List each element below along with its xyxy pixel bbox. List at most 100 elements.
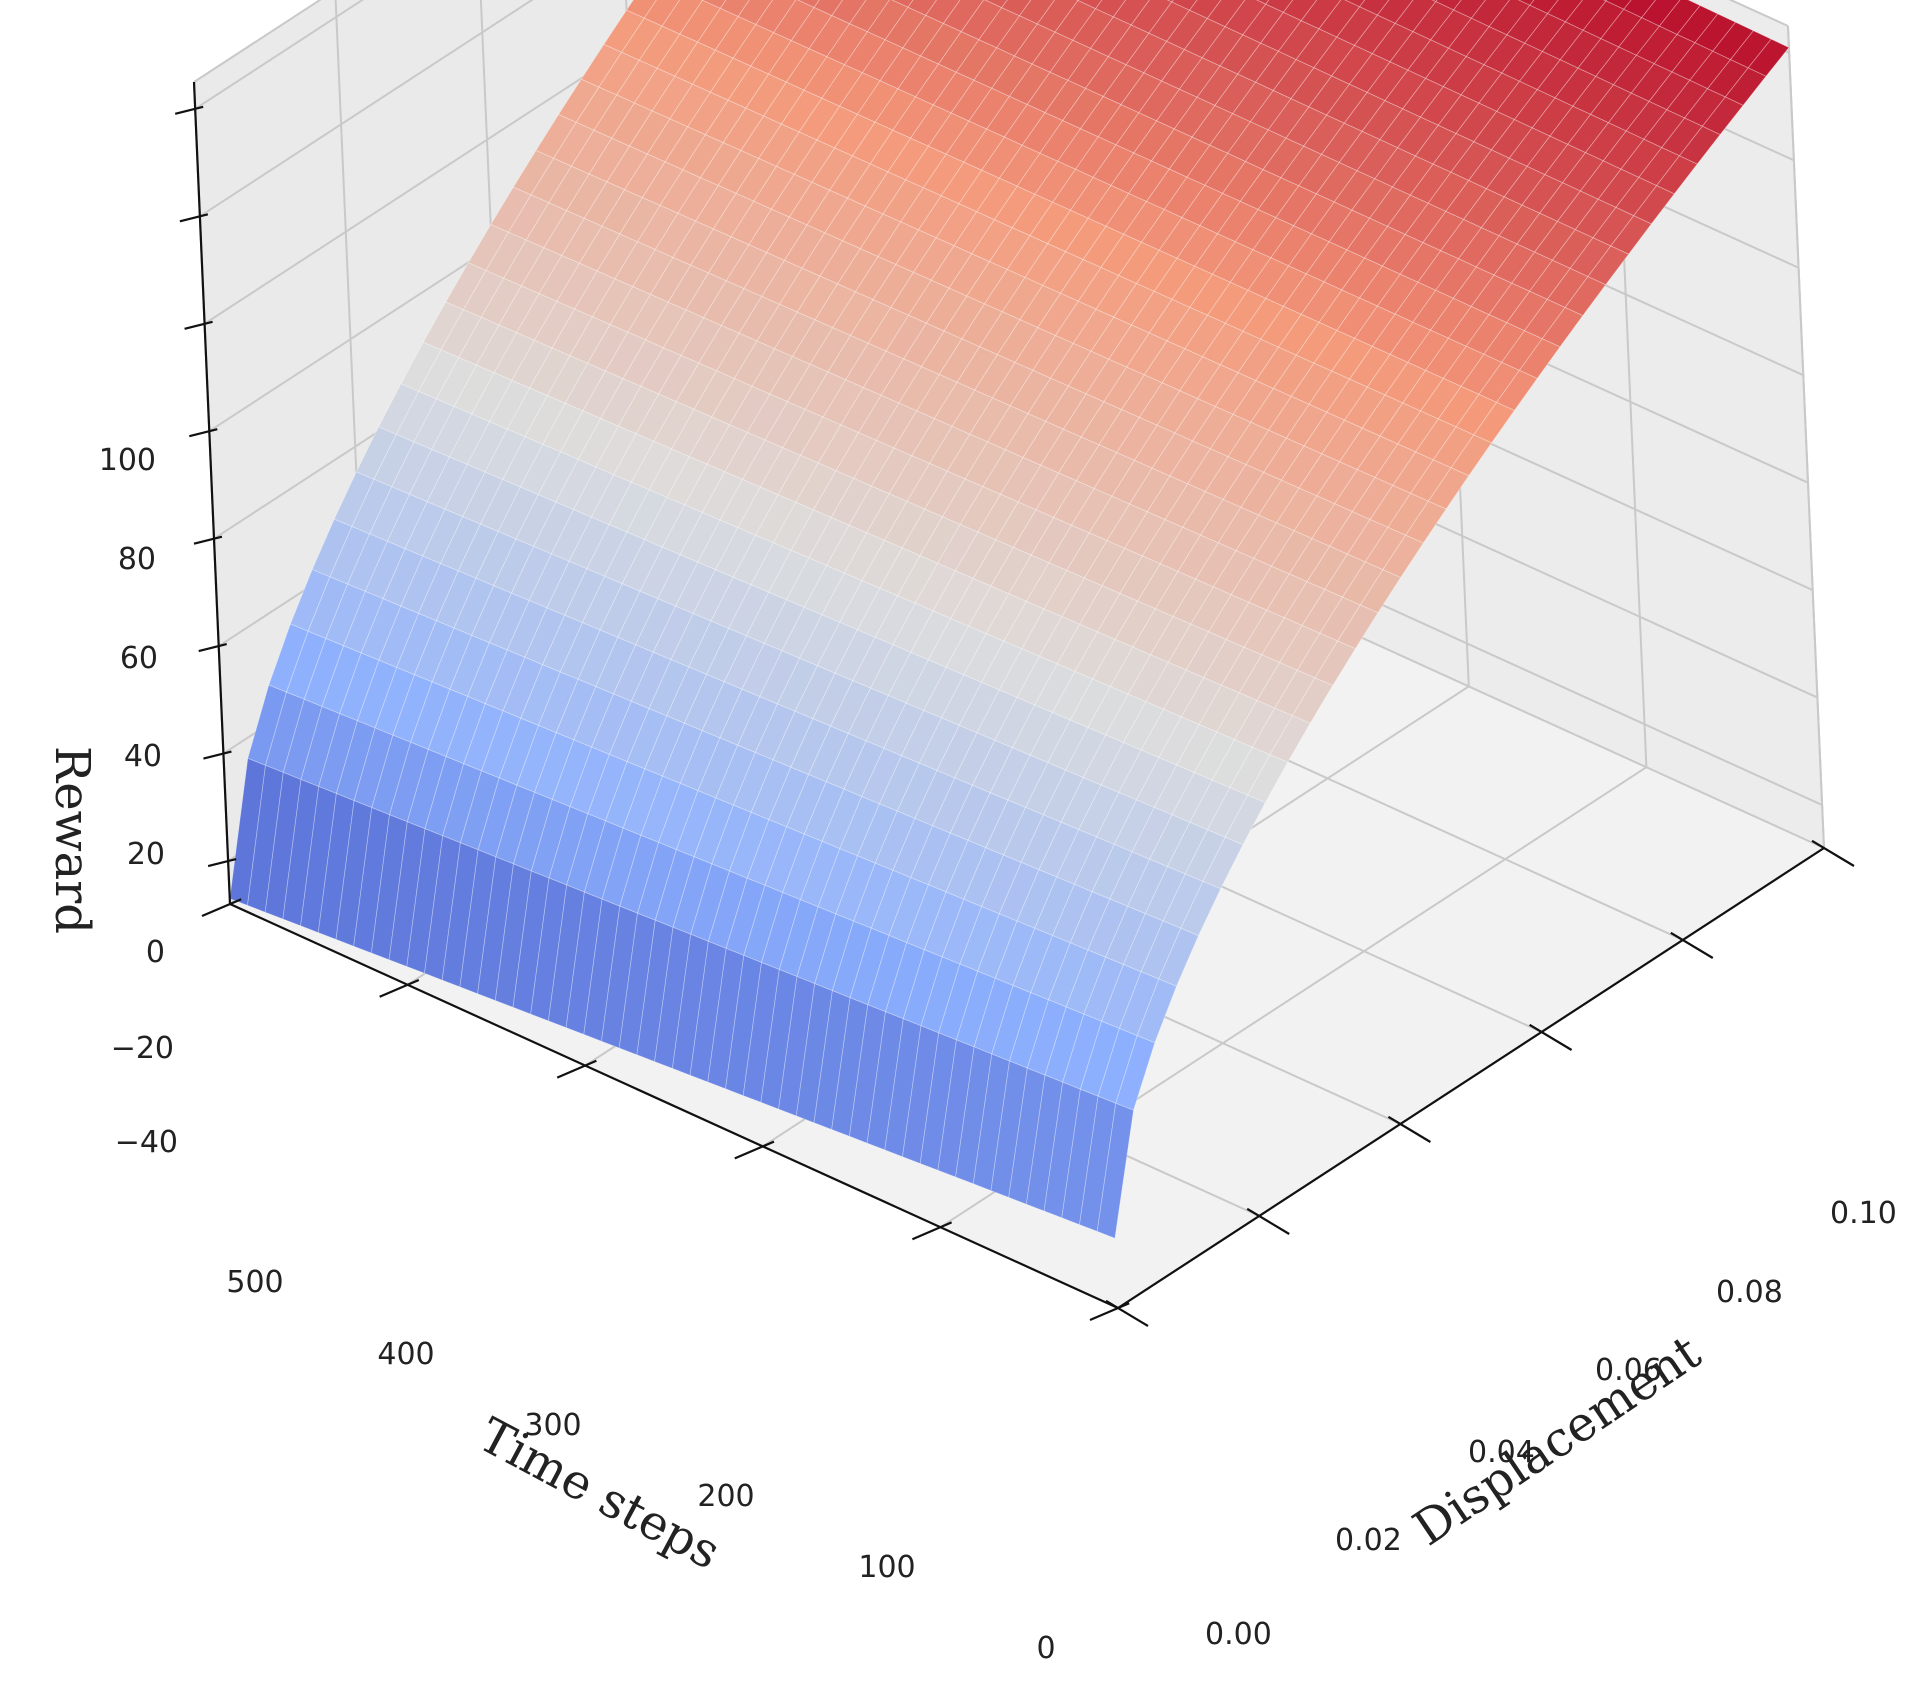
surface-patch bbox=[907, 0, 938, 16]
surface-patch bbox=[830, 680, 872, 735]
surface-patch bbox=[1314, 640, 1356, 687]
surface-patch bbox=[910, 610, 952, 661]
surface-patch bbox=[661, 504, 703, 556]
surface-patch bbox=[977, 493, 1019, 541]
surface-patch bbox=[697, 737, 739, 799]
surface-patch bbox=[905, 659, 947, 712]
surface-patch bbox=[670, 612, 712, 668]
surface-patch bbox=[1131, 806, 1173, 860]
surface-patch bbox=[406, 748, 447, 830]
surface-patch bbox=[1233, 699, 1276, 748]
surface-patch bbox=[1610, 215, 1653, 255]
surface-patch bbox=[803, 56, 846, 99]
surface-patch bbox=[1410, 459, 1452, 502]
y-tick-label: 300 bbox=[524, 1408, 581, 1443]
surface-patch bbox=[595, 425, 637, 476]
z-tick bbox=[203, 750, 232, 760]
surface-patch bbox=[630, 440, 673, 491]
surface-patch bbox=[599, 583, 641, 638]
surface-patch bbox=[768, 549, 810, 601]
surface-patch bbox=[1190, 586, 1232, 633]
surface-patch bbox=[586, 524, 628, 577]
y-tick bbox=[734, 1140, 775, 1160]
y-tick bbox=[556, 1059, 597, 1079]
pane-edge bbox=[193, 0, 322, 83]
z-tick-label: 20 bbox=[127, 837, 165, 872]
surface-patch bbox=[778, 975, 816, 1117]
surface-patch bbox=[441, 842, 479, 988]
x-tick bbox=[1811, 839, 1855, 867]
surface-patch bbox=[918, 717, 960, 772]
surface-patch bbox=[1270, 530, 1313, 575]
surface-patch bbox=[480, 710, 522, 779]
surface-patch bbox=[714, 527, 757, 578]
surface-patch bbox=[445, 262, 487, 311]
y-tick-label: 400 bbox=[377, 1337, 434, 1372]
surface-patch bbox=[950, 577, 992, 627]
x-tick bbox=[1670, 931, 1714, 959]
surface-patch bbox=[1171, 772, 1213, 823]
surface-patch bbox=[1084, 56, 1127, 98]
surface-patch bbox=[1261, 617, 1303, 664]
surface-patch bbox=[389, 741, 429, 823]
surface-patch bbox=[923, 666, 965, 719]
surface-patch bbox=[984, 0, 1008, 9]
surface-patch bbox=[1431, 0, 1438, 3]
surface-patch bbox=[619, 834, 660, 914]
surface-patch bbox=[914, 562, 956, 612]
z-tick-label: 40 bbox=[124, 739, 162, 774]
surface-patch bbox=[848, 1004, 886, 1144]
z-tick bbox=[174, 105, 204, 115]
surface-patch bbox=[879, 547, 921, 597]
surface-patch bbox=[1623, 0, 1657, 19]
surface-patch bbox=[1337, 604, 1379, 650]
surface-patch bbox=[701, 0, 727, 9]
surface-patch bbox=[388, 821, 426, 968]
surface-patch bbox=[995, 501, 1037, 548]
surface-patch bbox=[1160, 49, 1203, 90]
surface-patch bbox=[1501, 330, 1543, 371]
surface-patch bbox=[688, 620, 730, 675]
surface-patch bbox=[941, 898, 983, 965]
surface-patch bbox=[573, 466, 615, 518]
surface-patch bbox=[1473, 401, 1516, 444]
surface-patch bbox=[1602, 0, 1608, 2]
surface-patch bbox=[667, 264, 710, 311]
reward-surface bbox=[229, 0, 1790, 1239]
surface-patch bbox=[530, 798, 571, 879]
y-axis-title: Time steps bbox=[470, 1407, 730, 1580]
surface-patch bbox=[927, 617, 970, 668]
x-axis-title: Displacement bbox=[1404, 1325, 1711, 1557]
surface-patch bbox=[972, 539, 1014, 587]
surface-patch bbox=[750, 542, 792, 593]
surface-patch bbox=[1146, 475, 1189, 521]
surface-patch bbox=[1465, 314, 1508, 355]
surface-patch bbox=[1144, 866, 1186, 922]
surface-patch bbox=[839, 580, 881, 631]
surface-patch bbox=[636, 919, 674, 1063]
z-tick-label: 60 bbox=[120, 641, 158, 676]
surface-patch bbox=[937, 1039, 975, 1178]
surface-patch bbox=[300, 705, 341, 788]
surface-patch bbox=[843, 532, 886, 582]
z-tick-labels: −40 −20 0 20 40 60 80 100 bbox=[99, 443, 178, 1160]
surface-patch bbox=[400, 341, 442, 392]
surface-patch bbox=[760, 968, 798, 1110]
surface-patch bbox=[972, 1053, 1010, 1192]
surface-patch bbox=[1201, 322, 1244, 366]
surface-patch bbox=[1061, 577, 1103, 625]
surface-patch bbox=[1529, 0, 1559, 15]
surface-patch bbox=[994, 696, 1036, 749]
surface-patch bbox=[732, 751, 774, 813]
surface-patch bbox=[658, 782, 699, 851]
surface-patch bbox=[1206, 787, 1249, 838]
surface-patch bbox=[1517, 0, 1535, 6]
surface-patch bbox=[1230, 557, 1273, 603]
surface-patch bbox=[247, 764, 284, 913]
surface-patch bbox=[577, 417, 619, 468]
surface-patch bbox=[803, 564, 845, 616]
surface-patch bbox=[1318, 289, 1361, 331]
y-tick bbox=[201, 898, 242, 918]
surface-patch bbox=[1308, 370, 1351, 413]
surface-patch bbox=[1344, 0, 1366, 8]
